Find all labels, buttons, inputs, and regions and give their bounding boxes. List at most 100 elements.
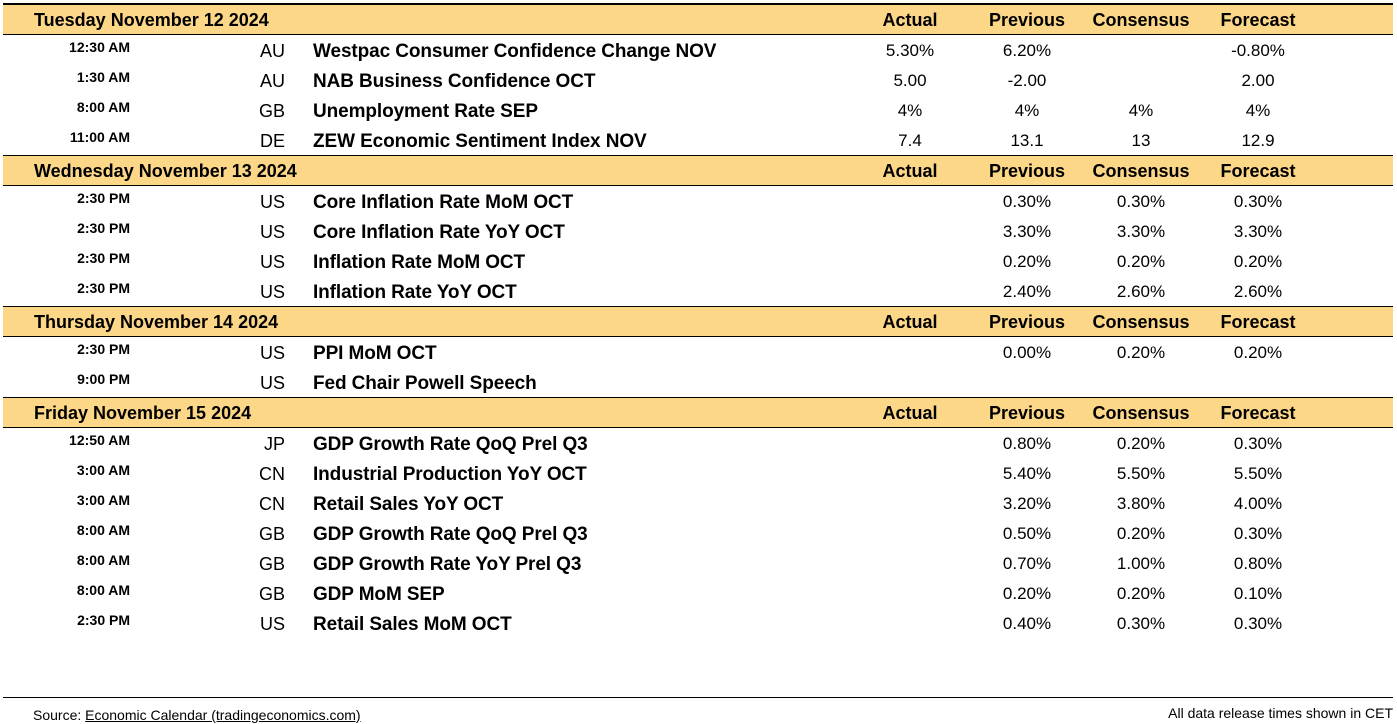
event-time: 2:30 PM	[77, 612, 130, 628]
event-consensus: 0.20%	[1116, 434, 1166, 453]
event-previous: 0.80%	[1002, 434, 1052, 453]
event-country: US	[259, 282, 285, 302]
event-row: 2:30 PM US Core Inflation Rate MoM OCT 0…	[3, 186, 1393, 216]
event-forecast: -0.80%	[1231, 41, 1285, 60]
source-prefix: Source:	[33, 707, 86, 723]
event-time: 8:00 AM	[76, 552, 130, 568]
event-consensus: 0.20%	[1116, 524, 1166, 543]
event-previous: 0.20%	[1002, 252, 1052, 271]
event-name: ZEW Economic Sentiment Index NOV	[313, 131, 647, 152]
event-consensus: 0.20%	[1116, 343, 1166, 362]
event-actual: 4%	[897, 101, 923, 120]
event-country: US	[259, 614, 285, 634]
event-forecast: 0.30%	[1233, 524, 1283, 543]
event-forecast: 5.50%	[1233, 464, 1283, 483]
day-header-row: Friday November 15 2024 Actual Previous …	[3, 397, 1393, 428]
event-country: GB	[258, 524, 285, 544]
col-header-actual: Actual	[882, 403, 938, 423]
event-time: 12:30 AM	[69, 39, 130, 55]
event-consensus: 4%	[1128, 101, 1154, 120]
event-row: 3:00 AM CN Retail Sales YoY OCT 3.20% 3.…	[3, 488, 1393, 518]
event-row: 8:00 AM GB GDP Growth Rate YoY Prel Q3 0…	[3, 548, 1393, 578]
col-header-forecast: Forecast	[1220, 312, 1296, 332]
event-previous: 2.40%	[1002, 282, 1052, 301]
event-forecast: 0.30%	[1233, 614, 1283, 633]
event-consensus: 2.60%	[1116, 282, 1166, 301]
col-header-actual: Actual	[882, 312, 938, 332]
event-row: 2:30 PM US Inflation Rate YoY OCT 2.40% …	[3, 276, 1393, 306]
event-time: 2:30 PM	[77, 250, 130, 266]
event-country: US	[259, 222, 285, 242]
event-country: US	[259, 343, 285, 363]
event-actual: 5.30%	[885, 41, 935, 60]
event-row: 11:00 AM DE ZEW Economic Sentiment Index…	[3, 125, 1393, 155]
event-name: NAB Business Confidence OCT	[313, 71, 596, 92]
col-header-forecast: Forecast	[1220, 403, 1296, 423]
footer-divider	[3, 697, 1393, 698]
event-previous: 0.00%	[1002, 343, 1052, 362]
event-time: 3:00 AM	[76, 492, 130, 508]
event-name: GDP Growth Rate QoQ Prel Q3	[313, 524, 588, 545]
event-name: PPI MoM OCT	[313, 343, 437, 364]
event-row: 12:30 AM AU Westpac Consumer Confidence …	[3, 35, 1393, 65]
event-country: US	[259, 373, 285, 393]
col-header-consensus: Consensus	[1092, 312, 1190, 332]
event-forecast: 0.30%	[1233, 434, 1283, 453]
event-forecast: 3.30%	[1233, 222, 1283, 241]
col-header-previous: Previous	[988, 312, 1066, 332]
event-country: DE	[259, 131, 285, 151]
event-time: 9:00 PM	[77, 371, 130, 387]
day-header-row: Wednesday November 13 2024 Actual Previo…	[3, 155, 1393, 186]
timezone-note: All data release times shown in CET	[1168, 705, 1393, 721]
event-previous: 13.1	[1010, 131, 1044, 150]
event-consensus: 0.20%	[1116, 252, 1166, 271]
event-forecast: 0.20%	[1233, 343, 1283, 362]
col-header-consensus: Consensus	[1092, 10, 1190, 30]
event-name: Core Inflation Rate MoM OCT	[313, 192, 574, 213]
event-name: Retail Sales MoM OCT	[313, 614, 512, 635]
event-time: 12:50 AM	[69, 432, 130, 448]
source-link[interactable]: Economic Calendar (tradingeconomics.com)	[85, 707, 361, 723]
event-name: Inflation Rate MoM OCT	[313, 252, 526, 273]
event-consensus: 0.30%	[1116, 614, 1166, 633]
event-name: Retail Sales YoY OCT	[313, 494, 504, 515]
event-time: 3:00 AM	[76, 462, 130, 478]
event-consensus: 13	[1131, 131, 1151, 150]
event-forecast: 4%	[1245, 101, 1271, 120]
source-credit: Source: Economic Calendar (tradingeconom…	[33, 707, 361, 723]
day-date: Tuesday November 12 2024	[34, 10, 269, 30]
col-header-previous: Previous	[988, 403, 1066, 423]
event-previous: 3.20%	[1002, 494, 1052, 513]
event-row: 1:30 AM AU NAB Business Confidence OCT 5…	[3, 65, 1393, 95]
event-forecast: 2.00	[1241, 71, 1275, 90]
event-time: 8:00 AM	[76, 582, 130, 598]
event-country: GB	[258, 554, 285, 574]
event-forecast: 2.60%	[1233, 282, 1283, 301]
event-country: GB	[258, 101, 285, 121]
event-name: Westpac Consumer Confidence Change NOV	[313, 41, 717, 62]
event-consensus: 3.30%	[1116, 222, 1166, 241]
day-header-row: Tuesday November 12 2024 Actual Previous…	[3, 4, 1393, 35]
event-previous: 3.30%	[1002, 222, 1052, 241]
event-forecast: 0.10%	[1233, 584, 1283, 603]
event-time: 1:30 AM	[76, 69, 130, 85]
event-previous: -2.00	[1007, 71, 1047, 90]
event-previous: 0.40%	[1002, 614, 1052, 633]
event-previous: 5.40%	[1002, 464, 1052, 483]
event-forecast: 0.80%	[1233, 554, 1283, 573]
event-country: US	[259, 252, 285, 272]
event-name: Fed Chair Powell Speech	[313, 373, 537, 394]
col-header-forecast: Forecast	[1220, 10, 1296, 30]
event-name: Unemployment Rate SEP	[313, 101, 538, 122]
event-row: 8:00 AM GB GDP Growth Rate QoQ Prel Q3 0…	[3, 518, 1393, 548]
event-country: AU	[259, 41, 285, 61]
col-header-forecast: Forecast	[1220, 161, 1296, 181]
event-country: US	[259, 192, 285, 212]
event-consensus: 3.80%	[1116, 494, 1166, 513]
event-name: Inflation Rate YoY OCT	[313, 282, 517, 303]
event-name: GDP Growth Rate QoQ Prel Q3	[313, 434, 588, 455]
event-time: 8:00 AM	[76, 99, 130, 115]
event-row: 2:30 PM US Core Inflation Rate YoY OCT 3…	[3, 216, 1393, 246]
event-forecast: 0.30%	[1233, 192, 1283, 211]
event-row: 2:30 PM US PPI MoM OCT 0.00% 0.20% 0.20%	[3, 337, 1393, 367]
